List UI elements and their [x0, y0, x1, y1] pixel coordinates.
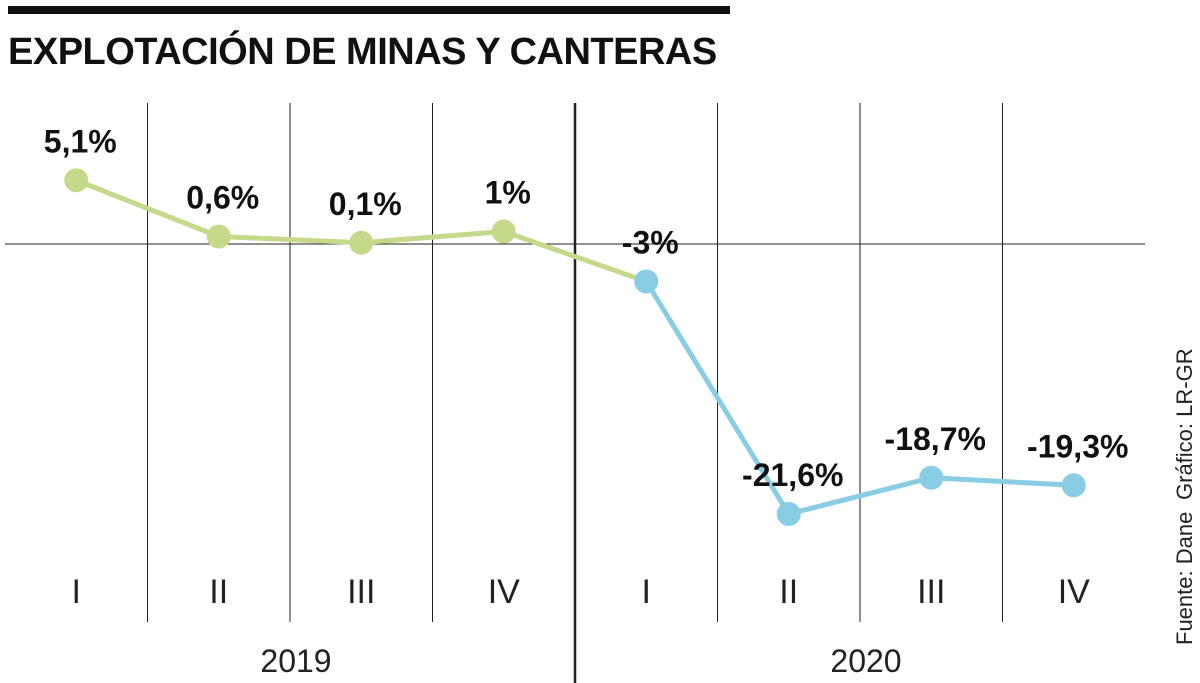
data-point	[776, 502, 801, 526]
data-label: 5,1%	[44, 123, 117, 159]
data-point	[64, 168, 89, 193]
data-label: 0,6%	[186, 180, 259, 216]
data-point	[919, 465, 944, 490]
data-point	[206, 224, 231, 249]
data-label: 0,1%	[329, 186, 402, 222]
year-labels: 2019 2020	[260, 643, 901, 679]
data-point	[1061, 473, 1086, 498]
data-label: -3%	[622, 225, 679, 261]
data-label: 1%	[485, 175, 531, 211]
data-point	[491, 219, 516, 244]
data-points	[64, 168, 1086, 526]
quarter-tick-label: I	[642, 573, 651, 611]
graphic-credit: Gráfico: LR-GR	[1172, 348, 1197, 500]
quarter-tick-label: III	[347, 573, 375, 611]
title-rule	[8, 6, 730, 14]
data-point	[634, 269, 659, 294]
chart-title: EXPLOTACIÓN DE MINAS Y CANTERAS	[8, 31, 717, 73]
data-label: -18,7%	[885, 421, 986, 457]
quarter-tick-label: III	[917, 573, 945, 611]
quarter-tick-label: II	[779, 573, 798, 611]
data-label: -19,3%	[1027, 428, 1128, 464]
quarter-tick-labels: I II III IV I II III IV	[72, 573, 1091, 611]
series-line-2	[644, 280, 1074, 517]
quarter-tick-label: I	[72, 573, 81, 611]
quarter-tick-label: IV	[488, 573, 520, 611]
data-point	[349, 230, 374, 255]
quarter-tick-label: II	[209, 573, 228, 611]
data-labels: 5,1% 0,6% 0,1% 1% -3% -21,6% -18,7% -19,3%	[44, 123, 1129, 493]
data-label: -21,6%	[742, 457, 843, 493]
grid-lines	[5, 103, 1145, 683]
quarter-tick-label: IV	[1058, 573, 1090, 611]
year-label: 2019	[260, 643, 331, 679]
year-label: 2020	[830, 643, 901, 679]
source-credit: Fuente: Dane	[1172, 511, 1197, 645]
